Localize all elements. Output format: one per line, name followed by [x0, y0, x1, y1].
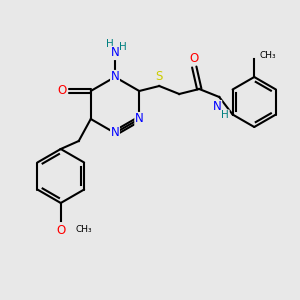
Text: H: H [106, 39, 114, 49]
Text: S: S [156, 70, 163, 83]
Text: CH₃: CH₃ [259, 50, 276, 59]
Text: N: N [111, 127, 119, 140]
Text: H: H [221, 110, 229, 120]
Text: O: O [56, 224, 65, 236]
Text: H: H [119, 42, 127, 52]
Text: CH₃: CH₃ [76, 226, 92, 235]
Text: N: N [111, 46, 119, 59]
Text: O: O [190, 52, 199, 64]
Text: N: N [135, 112, 144, 125]
Text: N: N [111, 70, 119, 83]
Text: O: O [57, 85, 66, 98]
Text: N: N [213, 100, 222, 113]
